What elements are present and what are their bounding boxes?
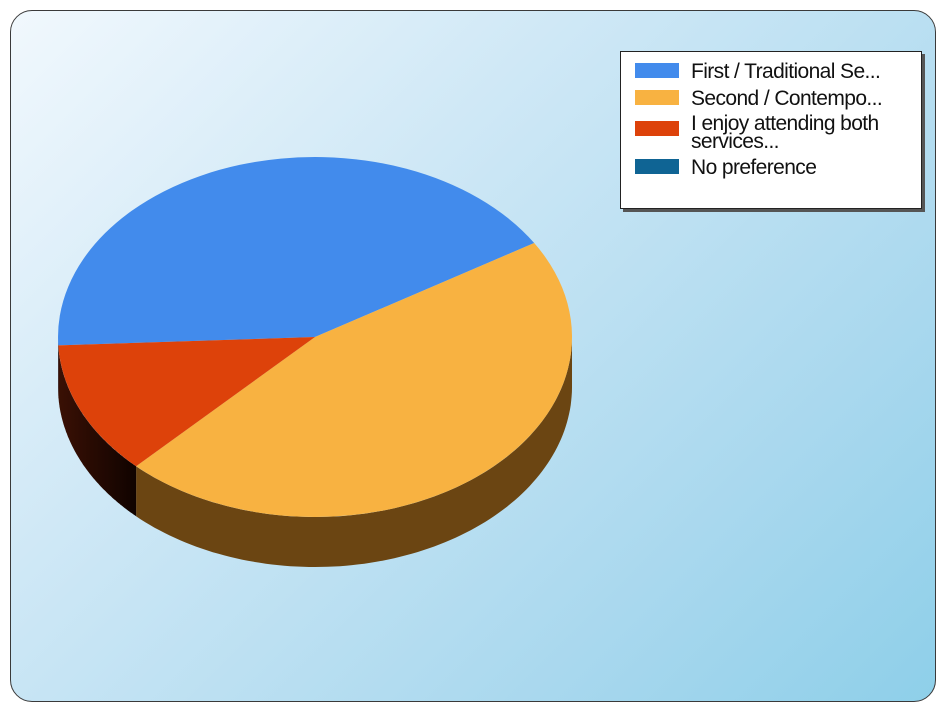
legend-item-second-contemporary: Second / Contempo... bbox=[635, 88, 911, 109]
legend-swatch-both bbox=[635, 121, 679, 136]
chart-legend: First / Traditional Se... Second / Conte… bbox=[620, 51, 922, 209]
legend-swatch-none bbox=[635, 159, 679, 174]
pie-chart bbox=[58, 156, 573, 567]
legend-item-no-preference: No preference bbox=[635, 157, 911, 178]
pie-side-2 bbox=[58, 345, 137, 517]
legend-item-first-traditional: First / Traditional Se... bbox=[635, 61, 911, 82]
pie-side-1 bbox=[136, 337, 572, 567]
pie-slice-1 bbox=[136, 243, 573, 517]
pie-slice-0 bbox=[58, 156, 535, 346]
pie-slice-2 bbox=[58, 337, 316, 467]
legend-swatch-first bbox=[635, 63, 679, 78]
legend-item-both-services: I enjoy attending both services... bbox=[635, 112, 911, 153]
legend-swatch-second bbox=[635, 90, 679, 105]
chart-frame: First / Traditional Se... Second / Conte… bbox=[10, 10, 936, 702]
legend-label-none: No preference bbox=[691, 156, 817, 179]
legend-label-second: Second / Contempo... bbox=[691, 87, 883, 110]
legend-label-both: I enjoy attending both services... bbox=[691, 112, 879, 153]
legend-label-first: First / Traditional Se... bbox=[691, 60, 881, 83]
